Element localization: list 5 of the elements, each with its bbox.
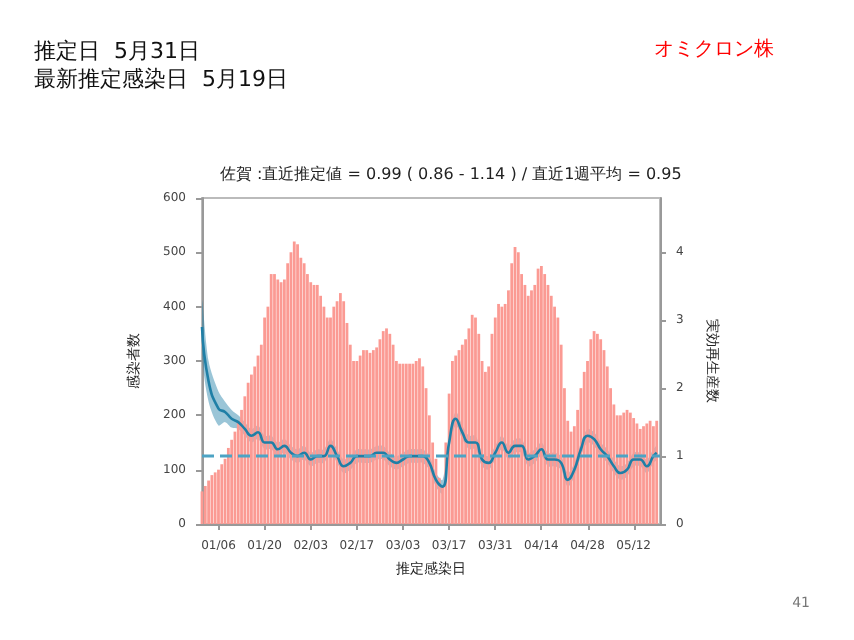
text: オミクロン株 — [654, 37, 774, 61]
chart-title: 佐賀 :直近推定値 = 0.99 ( 0.86 - 1.14 ) / 直近1週平均 = 0.95 — [220, 165, 682, 183]
text: 推定日 5月31日 — [34, 38, 200, 64]
line-series — [200, 325, 659, 488]
text: 最新推定感染日 5月19日 — [34, 66, 288, 92]
